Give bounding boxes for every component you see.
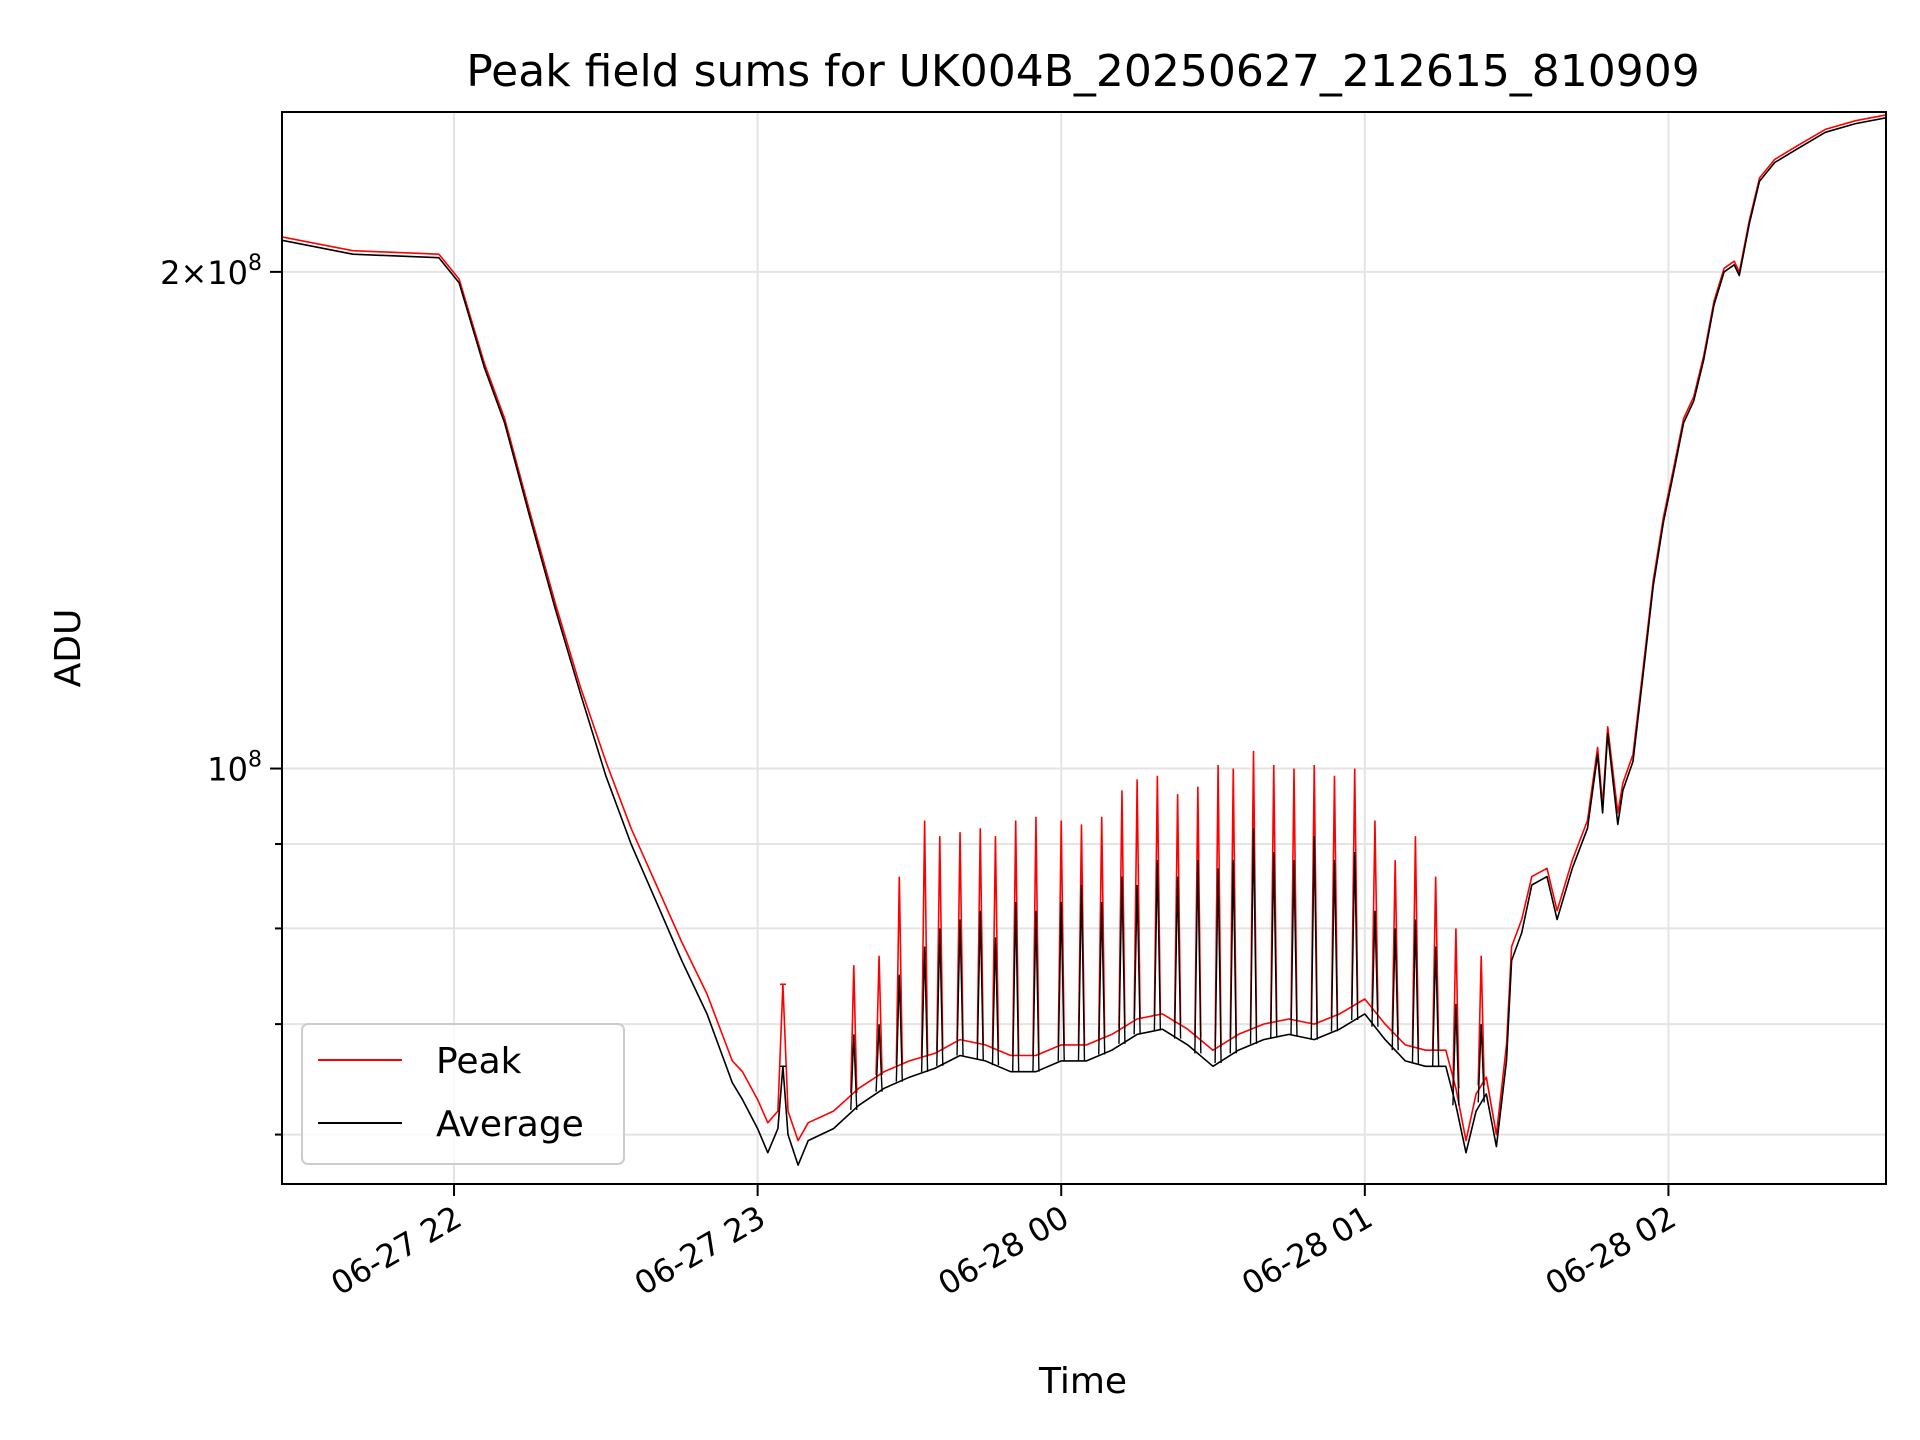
- peak-spike: [1371, 820, 1379, 1012]
- average-spike: [1371, 910, 1379, 1027]
- average-spike: [1214, 868, 1222, 1064]
- average-spike: [1098, 902, 1106, 1055]
- y-axis-label: ADU: [48, 609, 89, 688]
- average-spike: [1173, 876, 1182, 1039]
- x-axis-label: Time: [1038, 1361, 1127, 1402]
- peak-spike: [1391, 860, 1399, 1035]
- peak-spike: [956, 832, 964, 1040]
- average-spike: [1351, 852, 1359, 1021]
- peak-spike: [1411, 836, 1420, 1048]
- peak-spike: [1097, 816, 1106, 1039]
- average-spike: [991, 937, 1000, 1066]
- legend-label-average: Average: [436, 1104, 584, 1145]
- average-spike: [895, 974, 904, 1082]
- average-spike: [1411, 919, 1420, 1064]
- peak-spike: [935, 836, 944, 1051]
- peak-spike: [849, 965, 858, 1093]
- average-spike: [1011, 902, 1020, 1072]
- average-spike: [1391, 928, 1399, 1051]
- average-spike: [1477, 1024, 1485, 1103]
- average-spike: [1133, 884, 1141, 1035]
- average-spike: [1057, 902, 1065, 1061]
- average-spike: [1249, 828, 1258, 1044]
- average-spike: [1330, 860, 1339, 1032]
- chart-title: Peak field sums for UK004B_20250627_2126…: [466, 46, 1700, 97]
- legend-label-peak: Peak: [436, 1041, 522, 1082]
- peak-spike: [875, 955, 883, 1076]
- average-spike: [1290, 860, 1298, 1036]
- average-spike: [1310, 836, 1318, 1040]
- series-line-average: [282, 117, 1886, 1166]
- average-spike: [1452, 1003, 1460, 1106]
- peak-spike: [920, 820, 929, 1057]
- average-spike: [875, 1024, 883, 1092]
- peak-spike: [895, 876, 904, 1066]
- series-line-peak: [282, 114, 1886, 1142]
- average-spike: [936, 928, 944, 1066]
- average-spike: [956, 919, 964, 1056]
- peak-spike: [1431, 876, 1440, 1051]
- average-spike: [1194, 860, 1202, 1054]
- peak-spike: [976, 828, 985, 1044]
- peak-spike: [1118, 790, 1126, 1029]
- legend: Peak Average: [301, 1023, 625, 1165]
- plot-frame: [281, 111, 1887, 1185]
- average-spike: [1153, 860, 1162, 1031]
- grid-lines: [282, 112, 1886, 1184]
- average-spike: [1270, 852, 1278, 1038]
- average-spike: [976, 910, 984, 1060]
- average-spike: [920, 946, 929, 1072]
- peak-spike: [1452, 928, 1460, 1089]
- average-spike: [850, 1034, 858, 1110]
- plot-series: [282, 114, 1886, 1166]
- peak-spike: [1477, 955, 1486, 1086]
- peak-spike: [991, 836, 1000, 1050]
- y-tick-label: 2×108: [160, 251, 262, 292]
- peak-spike: [1032, 816, 1040, 1056]
- average-spike: [1431, 946, 1440, 1067]
- average-spike: [1229, 860, 1237, 1054]
- peak-spike: [1057, 820, 1066, 1045]
- average-spike: [1032, 910, 1040, 1072]
- average-spike: [1077, 884, 1086, 1061]
- average-spike: [1118, 876, 1126, 1044]
- peak-spike: [1133, 779, 1141, 1020]
